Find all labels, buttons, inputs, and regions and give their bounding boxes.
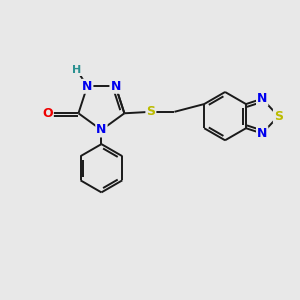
Text: N: N	[96, 124, 106, 136]
Text: S: S	[146, 105, 155, 118]
Text: N: N	[110, 80, 121, 93]
Text: N: N	[82, 80, 92, 93]
Text: O: O	[42, 107, 53, 120]
Text: S: S	[274, 110, 283, 123]
Text: H: H	[72, 65, 82, 75]
Text: N: N	[257, 127, 267, 140]
Text: N: N	[257, 92, 267, 105]
